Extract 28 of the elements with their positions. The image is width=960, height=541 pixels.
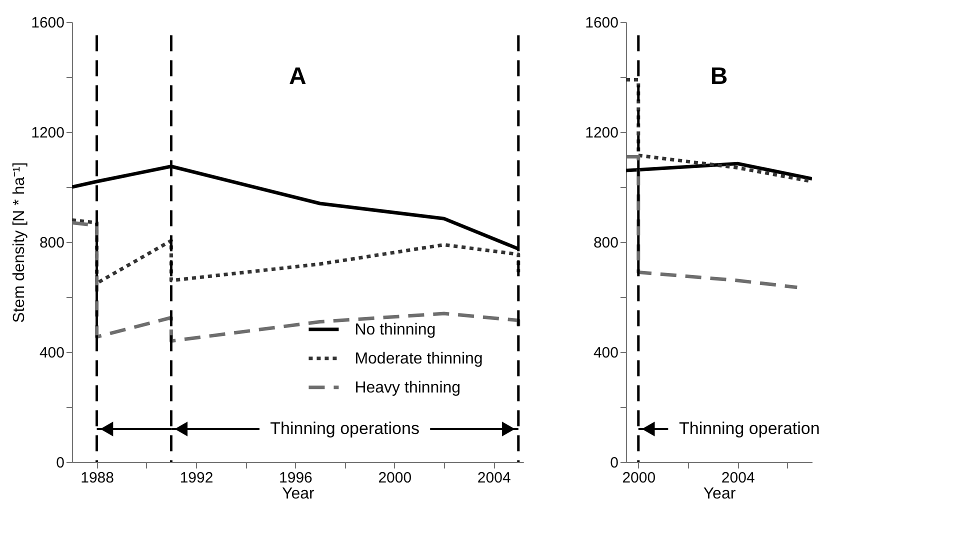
y-tick-label: 400 — [593, 344, 618, 362]
x-tick-label: 1996 — [279, 470, 312, 486]
legend-label: Moderate thinning — [354, 350, 483, 368]
x-tick-label: 2000 — [378, 470, 412, 486]
y-tick-label: 1200 — [31, 124, 64, 142]
legend-label: Heavy thinning — [354, 379, 461, 396]
x-tick-label: 2000 — [622, 470, 656, 486]
x-tick-label: 1992 — [180, 470, 214, 486]
annotation: Thinning operation — [678, 419, 820, 438]
y-tick-label: 800 — [593, 234, 618, 252]
y-tick-label: 1200 — [585, 124, 618, 142]
y-tick-label: 0 — [610, 454, 618, 472]
line-series — [72, 218, 520, 285]
y-tick-label: 400 — [39, 344, 64, 362]
text: B — [710, 63, 728, 90]
x-axis-title: Year — [703, 486, 736, 502]
x-axis-title: Year — [282, 486, 316, 502]
y-tick-label: 1600 — [585, 14, 618, 32]
x-tick-label: 2004 — [477, 470, 511, 486]
x-tick-label: 1988 — [80, 470, 114, 486]
y-tick-label: 800 — [39, 234, 64, 252]
y-axis-title: Stem density [N * ha⁻¹] — [11, 162, 28, 323]
x-tick-label: 2004 — [721, 470, 755, 486]
legend-label: No thinning — [354, 321, 436, 338]
annotation: Thinning operations — [270, 419, 420, 438]
text: A — [289, 63, 306, 90]
y-tick-label: 1600 — [31, 14, 64, 32]
y-tick-label: 0 — [56, 454, 64, 472]
